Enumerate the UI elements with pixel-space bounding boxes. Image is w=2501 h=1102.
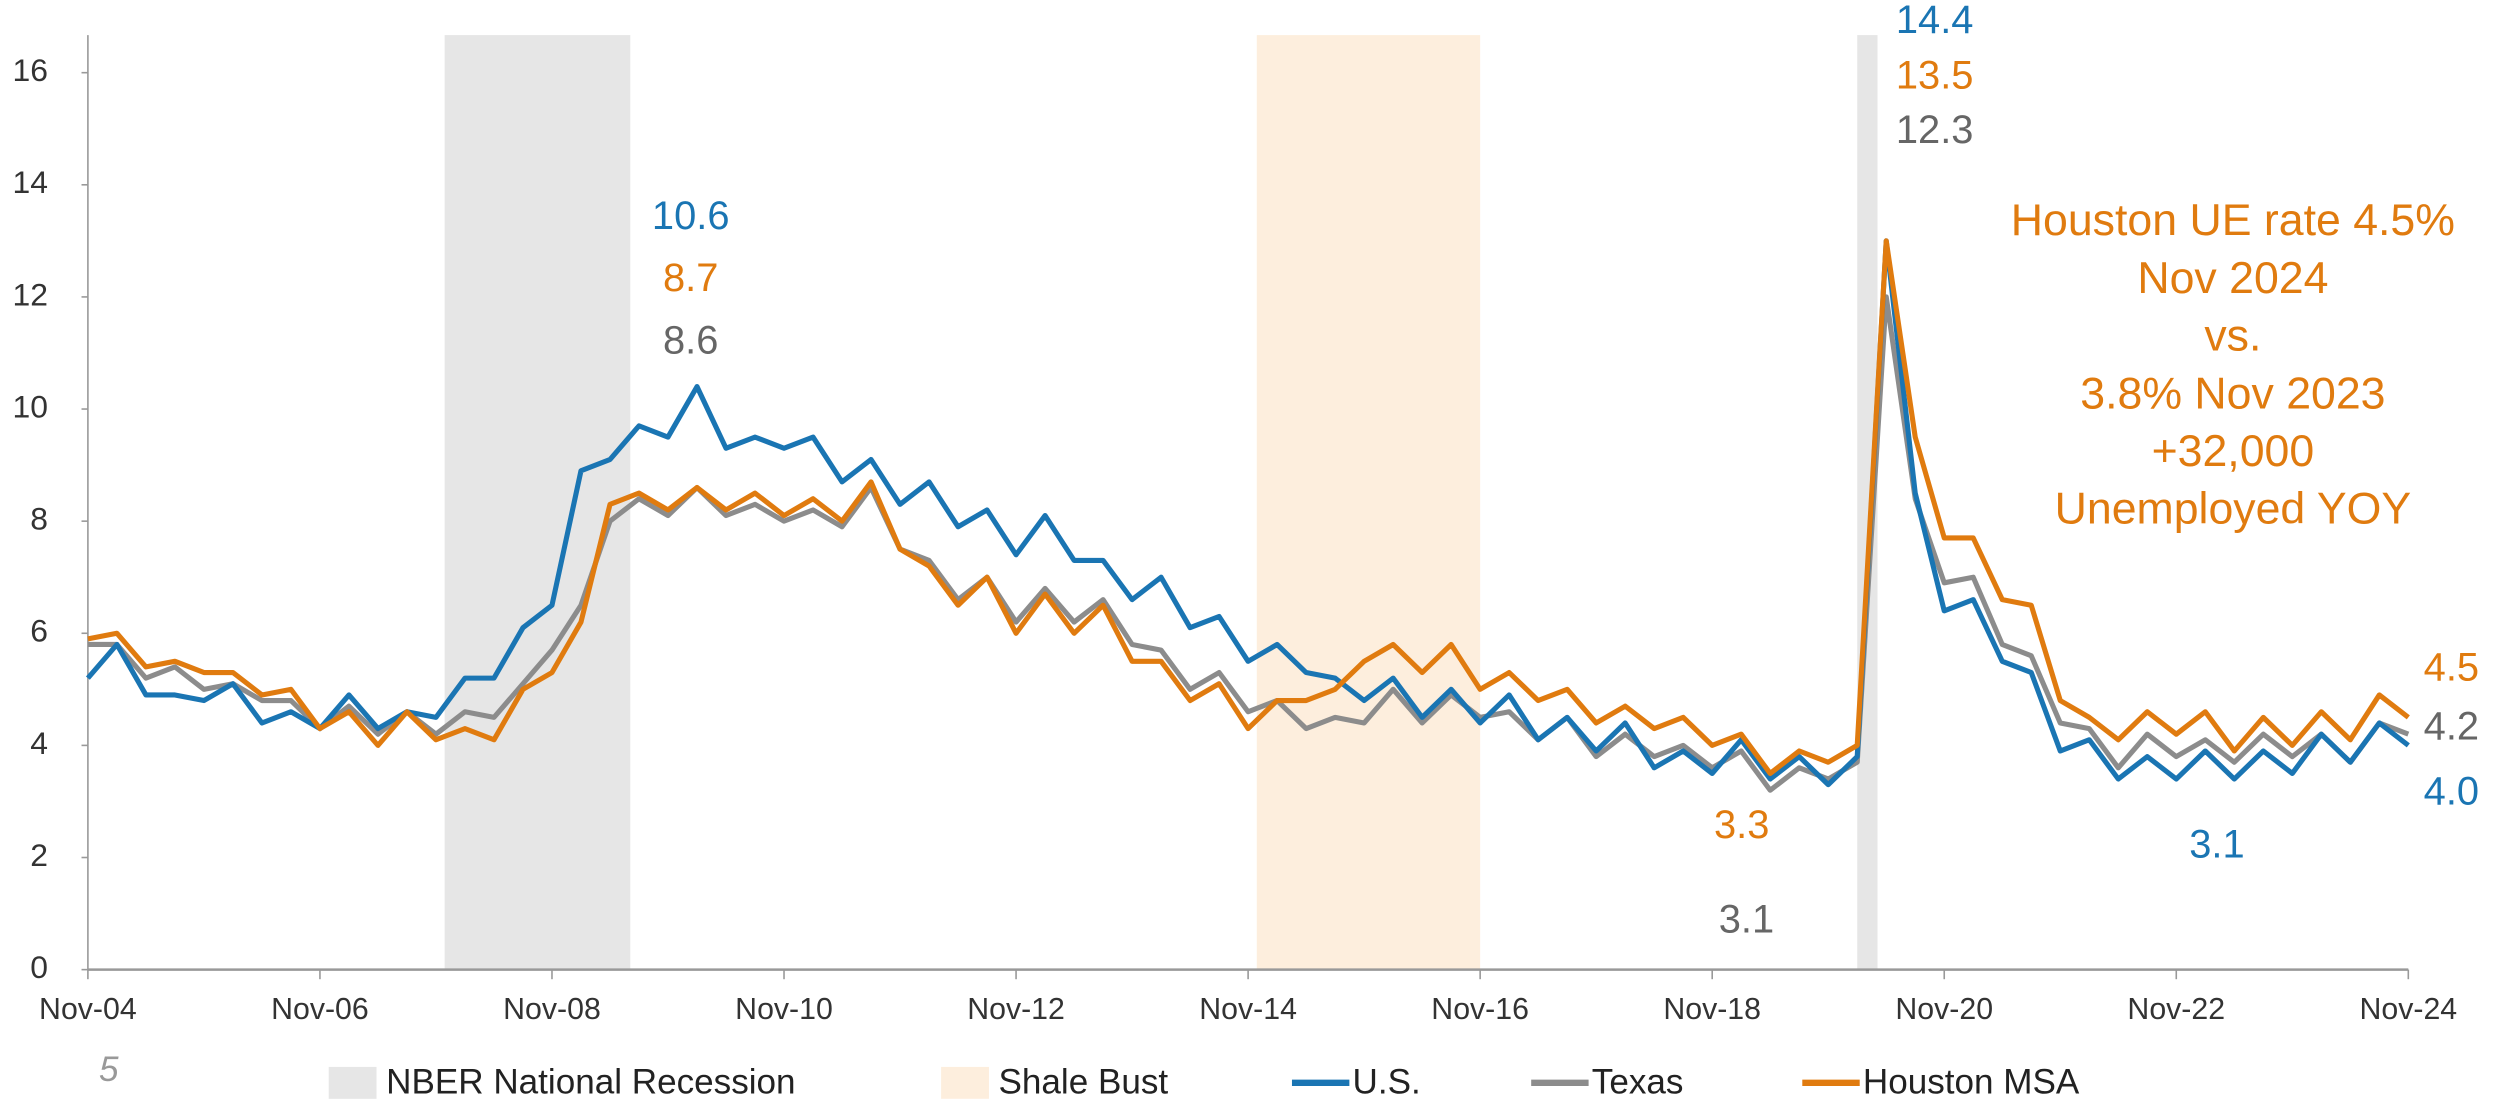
annotation: 8.6 bbox=[663, 318, 718, 362]
legend-label: Shale Bust bbox=[999, 1063, 1169, 1102]
annotation: 14.4 bbox=[1896, 0, 1974, 42]
callout-line: Houston UE rate 4.5% bbox=[2011, 196, 2455, 245]
x-tick-label: Nov-10 bbox=[735, 993, 833, 1026]
x-tick-label: Nov-14 bbox=[1199, 993, 1297, 1026]
x-tick-label: Nov-08 bbox=[503, 993, 601, 1026]
x-tick-label: Nov-18 bbox=[1663, 993, 1761, 1026]
annotation: 4.2 bbox=[2424, 704, 2479, 748]
annotation: 13.5 bbox=[1896, 54, 1974, 98]
annotation: 3.3 bbox=[1714, 803, 1769, 847]
y-tick-label: 12 bbox=[13, 276, 48, 312]
annotation: 10.6 bbox=[652, 194, 730, 238]
annotation: 12.3 bbox=[1896, 108, 1974, 152]
callout-line: +32,000 bbox=[2152, 427, 2315, 476]
y-tick-label: 8 bbox=[30, 501, 48, 537]
annotation: 4.0 bbox=[2424, 770, 2479, 814]
x-tick-label: Nov-20 bbox=[1895, 993, 1993, 1026]
callout-line: vs. bbox=[2204, 312, 2261, 361]
callout-line: Unemployed YOY bbox=[2055, 485, 2412, 534]
annotation: 3.1 bbox=[1719, 897, 1774, 941]
annotation: 3.1 bbox=[2189, 822, 2244, 866]
y-tick-label: 2 bbox=[30, 837, 48, 873]
x-tick-label: Nov-12 bbox=[967, 993, 1065, 1026]
legend-label: Houston MSA bbox=[1863, 1063, 2080, 1102]
shade-band bbox=[444, 35, 631, 970]
page-number: 5 bbox=[99, 1050, 119, 1089]
y-tick-label: 16 bbox=[13, 52, 48, 88]
legend-swatch bbox=[941, 1066, 989, 1099]
legend-label: NBER National Recession bbox=[386, 1063, 795, 1102]
series-line bbox=[87, 294, 2410, 793]
y-tick-label: 4 bbox=[30, 725, 48, 761]
shade-band bbox=[1857, 35, 1878, 970]
callout-line: Nov 2024 bbox=[2137, 254, 2328, 303]
series-line bbox=[85, 238, 2410, 788]
annotation: 8.7 bbox=[663, 256, 718, 300]
x-tick-label: Nov-22 bbox=[2127, 993, 2225, 1026]
series-line bbox=[87, 238, 2410, 776]
y-tick-label: 6 bbox=[30, 613, 48, 649]
y-tick-label: 0 bbox=[30, 949, 48, 985]
annotation: 4.5 bbox=[2424, 645, 2479, 689]
shade-band bbox=[1256, 35, 1481, 970]
legend-swatch bbox=[328, 1066, 377, 1099]
y-tick-label: 10 bbox=[13, 388, 48, 424]
x-tick-label: Nov-06 bbox=[271, 993, 369, 1026]
y-tick-label: 14 bbox=[13, 164, 48, 200]
legend-label: U.S. bbox=[1353, 1063, 1421, 1102]
x-tick-label: Nov-16 bbox=[1431, 993, 1529, 1026]
callout-line: 3.8% Nov 2023 bbox=[2080, 369, 2385, 418]
x-tick-label: Nov-04 bbox=[39, 993, 137, 1026]
legend-label: Texas bbox=[1592, 1063, 1684, 1102]
x-tick-label: Nov-24 bbox=[2359, 993, 2457, 1026]
